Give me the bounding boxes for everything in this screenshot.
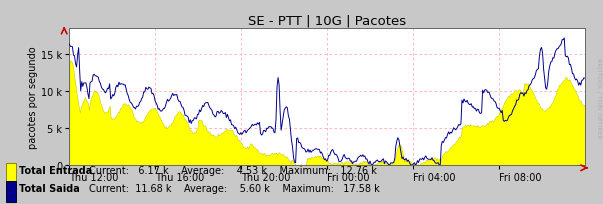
Y-axis label: pacotes por segundo: pacotes por segundo <box>28 46 39 148</box>
Title: SE - PTT | 10G | Pacotes: SE - PTT | 10G | Pacotes <box>248 14 406 27</box>
Text: Total Saida: Total Saida <box>19 184 80 194</box>
Text: Current:  11.68 k    Average:    5.60 k    Maximum:   17.58 k: Current: 11.68 k Average: 5.60 k Maximum… <box>89 184 379 194</box>
Text: Total Entrada: Total Entrada <box>19 165 92 175</box>
Text: Current:   6.17 k    Average:    4.53 k    Maximum:   12.76 k: Current: 6.17 k Average: 4.53 k Maximum:… <box>89 165 376 175</box>
Text: RRDTOOL / TOBI OETIKER: RRDTOOL / TOBI OETIKER <box>597 58 602 138</box>
